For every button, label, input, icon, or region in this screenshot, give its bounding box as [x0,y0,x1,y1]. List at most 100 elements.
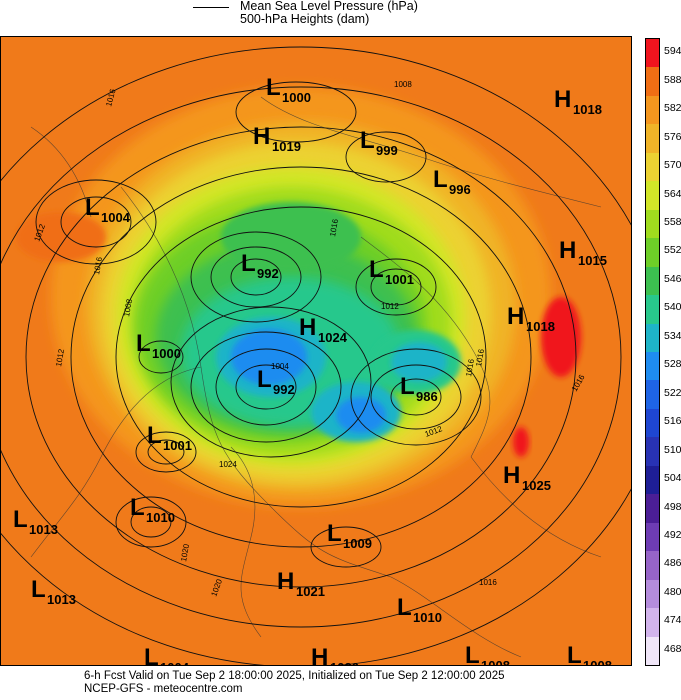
isobar [215,348,317,426]
low-pressure-marker: L 992 [257,366,295,397]
coastline [390,576,522,658]
isobar [115,206,487,508]
low-pressure-marker: L 992 [241,250,279,281]
system-letter: L [144,644,159,665]
isobar [170,306,372,458]
colorbar-swatch [646,266,659,296]
system-pressure-value: 1015 [578,253,607,268]
colorbar-swatch [646,636,659,666]
system-letter: L [567,642,582,665]
isobar-label: 1016 [464,358,476,378]
coastlines [30,96,602,658]
system-letter: L [360,127,375,154]
coastline [120,186,392,578]
low-pressure-marker: L 1010 [130,494,175,525]
system-letter: L [31,576,46,603]
colorbar-swatch [646,608,659,638]
legend-mslp-label: Mean Sea Level Pressure (hPa) [240,0,418,13]
legend-heights-label: 500-hPa Heights (dam) [240,12,370,26]
system-letter: L [85,194,100,221]
system-pressure-value: 1010 [146,510,175,525]
isobar [1,86,622,628]
low-pressure-marker: L1008 [567,642,612,665]
system-letter: L [465,642,480,665]
system-pressure-value: 1021 [296,584,325,599]
colorbar-swatch [646,39,659,68]
map-legend: Mean Sea Level Pressure (hPa) 500-hPa He… [0,0,681,36]
system-pressure-value: 1001 [163,438,192,453]
system-letter: L [400,373,415,400]
coastline [470,456,602,558]
system-pressure-value: 1008 [583,658,612,665]
isobar [190,231,322,323]
isobar [60,196,132,248]
isobar [70,166,532,548]
colorbar-swatch [646,408,659,438]
colorbar-label: 558 [664,215,681,228]
coastline [30,126,92,218]
isobar-label: 1016 [328,218,340,238]
isobar [210,246,302,308]
colorbar-swatch [646,95,659,125]
colorbar-label: 570 [664,159,681,172]
system-letter: H [277,568,294,595]
system-pressure-value: 1018 [526,319,555,334]
system-letter: L [257,366,272,393]
system-letter: L [136,330,151,357]
low-pressure-marker: L 1000 [266,74,311,105]
colorbar-swatch [646,152,659,182]
high-pressure-marker: H 1018 [554,86,602,117]
height-contour-fill [221,202,361,272]
isobar [25,126,577,588]
colorbar-swatch [646,579,659,609]
coastline [360,236,491,458]
isobar-label: 1016 [92,256,104,276]
high-pressure-marker: H 1015 [559,237,607,268]
system-pressure-value: 1024 [318,330,348,345]
colorbar-label: 540 [664,301,681,314]
colorbar-swatch [646,323,659,353]
colorbar-swatch [646,437,659,467]
colorbar-label: 510 [664,443,681,456]
isobar-label: 1008 [394,80,412,89]
isobar-label: 1012 [54,348,66,368]
colorbar-swatch [646,522,659,552]
height-field [1,37,631,665]
isobar [390,378,442,416]
colorbar-label: 474 [664,614,681,627]
low-pressure-marker: L 1000 [136,330,181,361]
isobar [355,258,437,316]
system-letter: L [130,494,145,521]
system-letter: L [369,256,384,283]
isobar [345,131,427,183]
system-letter: H [559,237,576,264]
isobar-label: 1016 [474,348,486,368]
isobar [135,431,197,473]
low-pressure-marker: L 986 [400,373,438,404]
colorbar-swatch [646,295,659,325]
low-pressure-marker: L1008 [465,642,510,665]
colorbar-label: 534 [664,329,681,342]
isobars [1,46,631,665]
colorbar-label: 564 [664,187,681,200]
colorbar-swatch [646,67,659,97]
colorbar-swatch [646,494,659,524]
isobar-label: 1016 [479,578,497,587]
system-letter: H [554,86,571,113]
colorbar-swatch [646,124,659,154]
high-pressure-marker: H 1024 [299,314,348,345]
low-pressure-marker: L 1013 [31,576,76,607]
high-pressure-marker: H 1021 [277,568,325,599]
isobar [235,364,297,410]
height-contour-fill [16,212,106,262]
system-pressure-value: 1020 [330,660,359,665]
isobar [190,331,342,443]
isobar [35,179,157,265]
isobar-label: 1012 [381,302,399,311]
isobar-legend-line [193,7,229,8]
isobar [350,348,482,446]
system-pressure-value: 1019 [272,139,301,154]
model-credit-text: NCEP-GFS - meteocentre.com [84,683,243,695]
system-pressure-value: 992 [273,382,295,397]
